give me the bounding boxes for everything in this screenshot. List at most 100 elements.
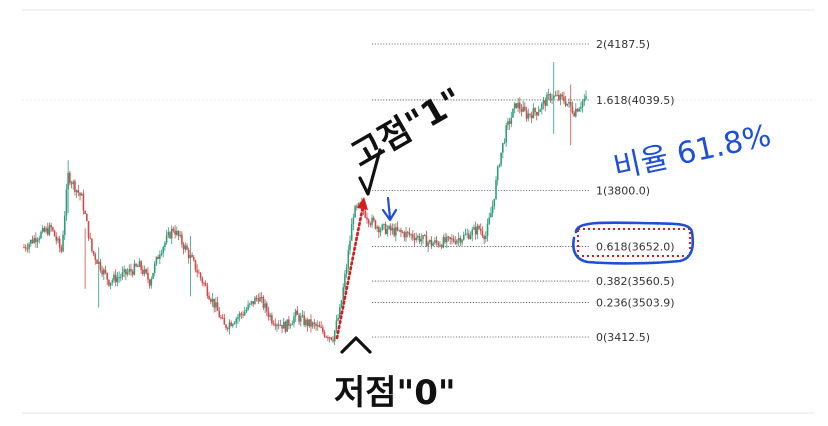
candle-body [24, 247, 27, 249]
candle-body [133, 263, 136, 275]
plot-panel [22, 10, 815, 414]
candle-body [518, 102, 521, 109]
candle-body [471, 229, 474, 236]
candle-body [276, 324, 278, 327]
candle-body [554, 95, 557, 97]
candle-body [60, 247, 63, 252]
candle-body [153, 263, 156, 273]
candle-body [179, 234, 182, 236]
candle-body [440, 245, 443, 248]
candle-body [529, 113, 531, 116]
candle-body [552, 95, 555, 99]
candle-body [232, 324, 234, 326]
candle-body [264, 303, 266, 308]
candle-body [192, 257, 195, 261]
candle-body [29, 239, 32, 244]
candle-body [271, 315, 273, 324]
candle-body [142, 269, 144, 274]
candle-body [447, 236, 450, 238]
candle-body [371, 217, 373, 225]
candle-body [364, 210, 367, 218]
rise-dotted-line [335, 204, 365, 340]
candle-body [165, 235, 168, 243]
candle-body [298, 314, 300, 322]
candle-body [378, 226, 380, 233]
candle-body [277, 324, 280, 326]
candle-body [170, 228, 173, 239]
candle-body [245, 309, 248, 312]
candle-body [459, 237, 462, 243]
candle-body [457, 237, 460, 241]
candle-body [376, 226, 378, 229]
candle-body [252, 301, 255, 305]
candle-body [408, 232, 411, 235]
blue-down-arrow [381, 196, 398, 222]
candle-body [428, 239, 431, 243]
candle-body [468, 233, 470, 239]
low-point-note: 저점"0" [334, 373, 456, 413]
candle-body [339, 307, 341, 318]
candle-body [177, 230, 180, 236]
candle-body [571, 106, 574, 113]
candle-body [274, 324, 277, 327]
candle-body [249, 303, 251, 305]
candle-body [162, 246, 165, 254]
candle-body [303, 315, 305, 325]
candle-body [203, 282, 205, 284]
candle-body [191, 254, 193, 258]
candle-body [395, 227, 397, 236]
candle-body [299, 316, 302, 322]
candle-body [204, 283, 207, 286]
candle-body [260, 297, 263, 299]
candle-body [121, 272, 124, 277]
candle-body [211, 298, 214, 302]
candle-body [425, 235, 428, 247]
candle-body [561, 94, 564, 97]
candle-body [87, 221, 90, 238]
candle-body [194, 260, 197, 271]
candle-body [77, 190, 80, 193]
candle-body [262, 297, 265, 308]
candle-body [398, 229, 401, 231]
candle-body [206, 285, 209, 296]
candle-body [432, 243, 434, 246]
candle-body [415, 237, 418, 241]
candle-body [65, 189, 68, 216]
candle-body [233, 323, 236, 325]
candle-body [50, 225, 52, 228]
candle-body [456, 240, 458, 244]
candle-body [462, 234, 465, 240]
candle-body [138, 261, 141, 267]
candle-body [305, 319, 307, 325]
candle-body [145, 269, 148, 273]
candle-body [580, 106, 582, 109]
candle-body [284, 321, 287, 332]
candle-body [400, 229, 402, 232]
candle-body [427, 242, 429, 247]
candle-body [412, 234, 414, 238]
candle-body [255, 297, 258, 299]
candle-body [291, 323, 294, 325]
candle-body [551, 98, 553, 100]
candle-body [57, 238, 59, 241]
candle-body [221, 317, 224, 319]
candle-body [313, 322, 316, 324]
candle-body [114, 274, 117, 283]
candle-body [502, 143, 504, 153]
candle-body [547, 94, 550, 96]
candle-body [31, 239, 34, 243]
candle-body [79, 192, 81, 196]
candle-body [534, 108, 536, 113]
candle-body [215, 302, 217, 308]
candle-body [337, 317, 339, 321]
candle-body [213, 298, 215, 308]
candle-body [466, 233, 468, 235]
candle-body [527, 113, 530, 119]
fib-level-label: 2(4187.5) [596, 38, 650, 51]
candle-body [119, 276, 122, 278]
candle-body [126, 272, 129, 275]
candle-body [544, 100, 547, 106]
candle-body [58, 238, 61, 248]
candle-body [496, 166, 499, 181]
candle-body [167, 232, 170, 236]
